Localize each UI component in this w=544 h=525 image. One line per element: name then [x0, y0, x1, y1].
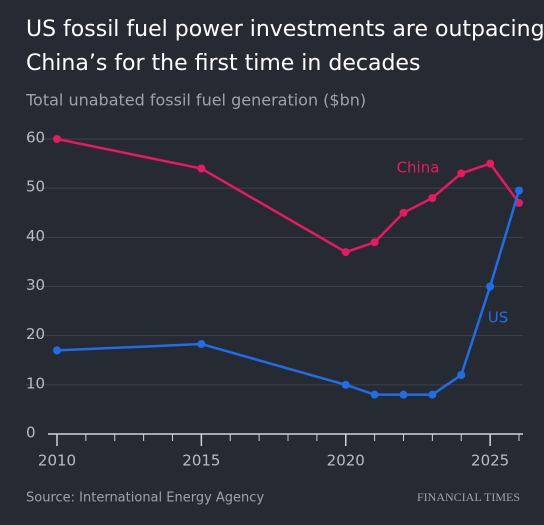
y-tick-label: 40: [26, 227, 45, 245]
data-point: [370, 238, 379, 247]
data-point: [515, 186, 523, 195]
data-point: [486, 282, 495, 291]
y-tick-label: 30: [26, 276, 45, 294]
y-tick-label: 0: [26, 424, 36, 442]
y-tick-label: 50: [26, 178, 45, 196]
x-tick-label: 2025: [471, 452, 509, 470]
data-point: [428, 194, 437, 202]
series-label: US: [488, 309, 509, 327]
data-point: [399, 208, 408, 217]
data-point: [197, 164, 206, 173]
data-point: [53, 135, 61, 143]
x-tick-label: 2010: [38, 452, 76, 470]
data-point: [370, 390, 379, 399]
chart-title: China’s for the first time in decades: [26, 51, 420, 76]
y-tick-label: 20: [26, 325, 45, 343]
data-point: [457, 169, 466, 178]
data-point: [197, 340, 206, 349]
chart-subtitle: Total unabated fossil fuel generation ($…: [25, 91, 366, 110]
data-point: [428, 390, 437, 399]
data-point: [53, 346, 61, 355]
data-point: [486, 159, 495, 168]
data-point: [399, 390, 408, 399]
series-label: China: [397, 159, 440, 177]
source: Source: International Energy Agency: [26, 491, 264, 506]
x-tick-label: 2020: [327, 452, 365, 470]
data-point: [341, 380, 350, 389]
y-tick-label: 60: [26, 129, 45, 147]
brand: FINANCIAL TIMES: [417, 490, 520, 504]
data-point: [457, 371, 466, 379]
y-tick-label: 10: [26, 374, 45, 392]
data-point: [341, 248, 350, 257]
chart-title: US fossil fuel power investments are out…: [26, 17, 544, 42]
x-tick-label: 2015: [182, 452, 220, 470]
